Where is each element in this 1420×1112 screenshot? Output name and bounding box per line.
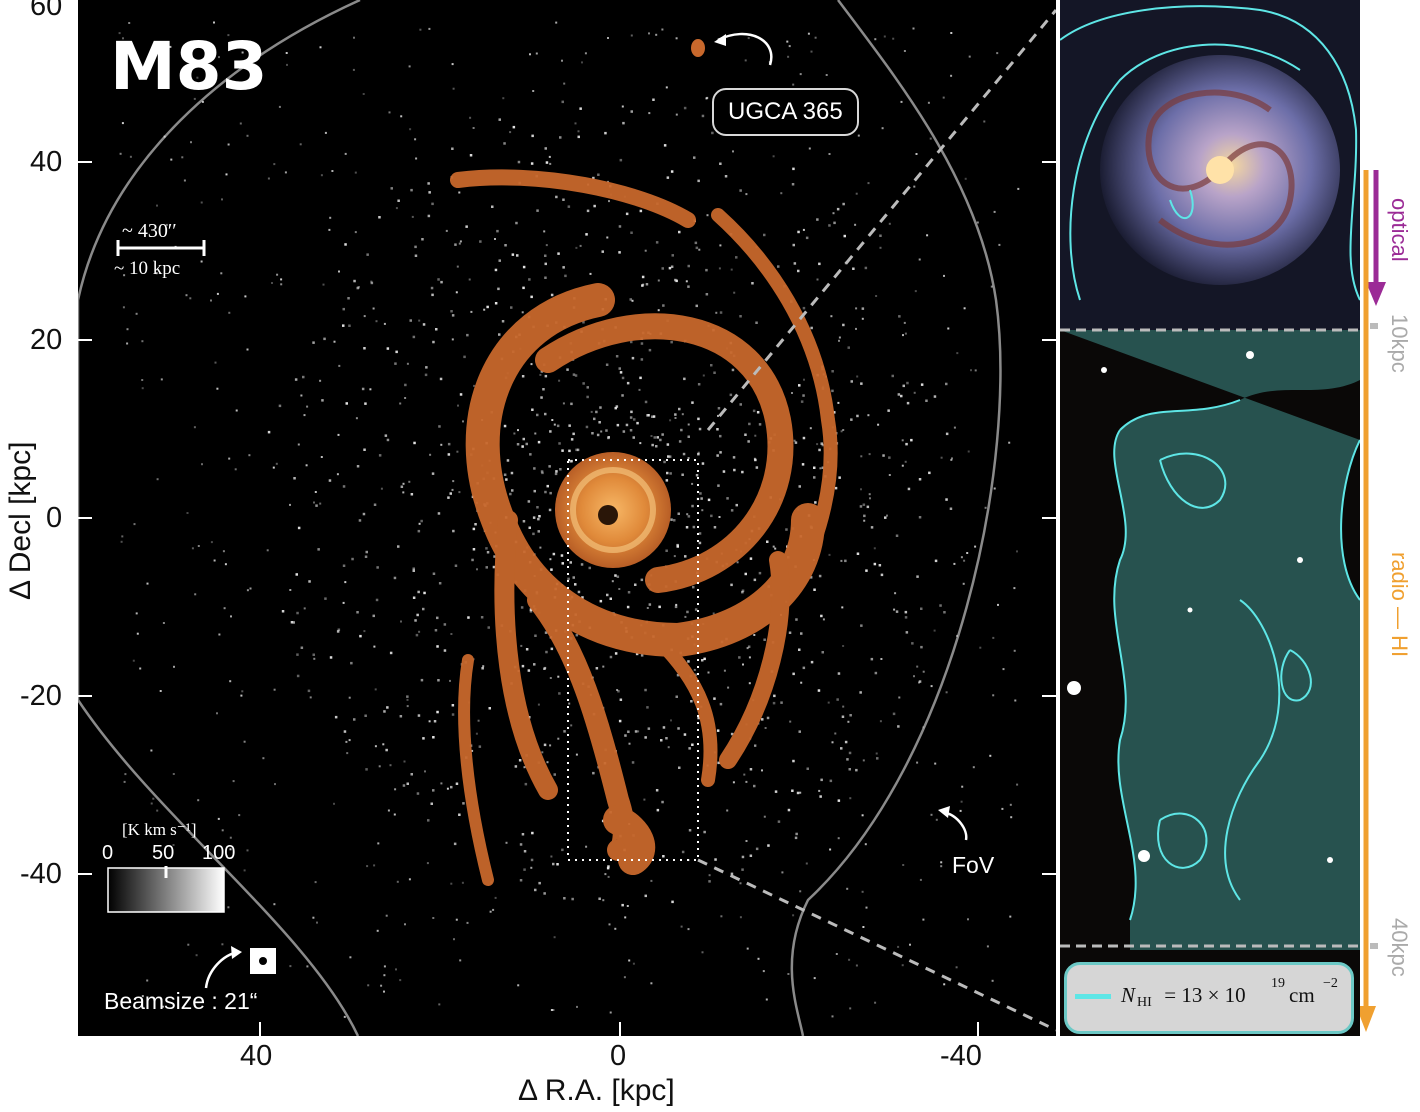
- marker-40kpc: 40kpc: [1387, 918, 1412, 977]
- legend-unit: cm: [1289, 983, 1315, 1007]
- hi-filled-region: [1060, 330, 1360, 950]
- ytick-0: 0: [46, 502, 63, 534]
- colorbar-tick-100: 100: [202, 842, 236, 864]
- xtick-40: 40: [240, 1040, 273, 1072]
- galaxy-title: M83: [110, 28, 268, 105]
- colorbar-tick-0: 0: [102, 842, 114, 864]
- ytick-60: 60: [30, 0, 63, 22]
- zoom-connector-bottom: [697, 858, 1057, 1032]
- ytick-m40: -40: [20, 858, 62, 890]
- frame-ticks: [78, 161, 1056, 1036]
- colorbar-unit: [K km s⁻¹]: [122, 820, 197, 839]
- zoom-region-box: [567, 459, 699, 861]
- field-stars: [1067, 351, 1333, 863]
- ytick-40: 40: [30, 146, 63, 178]
- optical-arrowhead-icon: [1366, 282, 1386, 306]
- radio-arrowhead-icon: [1360, 1006, 1376, 1032]
- x-axis-label: Δ R.A. [kpc]: [518, 1074, 675, 1107]
- y-axis-label: Δ Decl [kpc]: [4, 441, 37, 600]
- fov-boundary-east: [790, 0, 1002, 1037]
- colorbar-tick-50: 50: [152, 842, 175, 864]
- multiwavelength-canvas: [1060, 0, 1360, 1036]
- zoom-connector-top: [706, 9, 1058, 431]
- fov-boundary: [76, 0, 361, 1037]
- contour-legend: N HI = 13 × 10 19 cm −2: [1064, 962, 1354, 1034]
- fov-label: FoV: [952, 852, 995, 878]
- scalebar-bottom-label: ~ 10 kpc: [114, 258, 181, 279]
- scalebar-top-label: ~ 430′′: [122, 220, 177, 242]
- hi-contours: [1060, 5, 1360, 921]
- ytick-20: 20: [30, 324, 63, 356]
- xtick-m40: -40: [940, 1040, 982, 1072]
- xtick-0: 0: [610, 1040, 627, 1072]
- companion-label: UGCA 365: [712, 88, 859, 136]
- wavelength-arrows: [1360, 170, 1386, 1032]
- beamsize-label: Beamsize : 21“: [104, 988, 258, 1014]
- multiwavelength-panel: N HI = 13 × 10 19 cm −2: [1060, 0, 1360, 1036]
- hi-map-canvas: [76, 0, 1058, 1037]
- legend-exponent: 19: [1271, 976, 1285, 991]
- legend-symbol: N: [1121, 983, 1136, 1007]
- ytick-m20: -20: [20, 680, 62, 712]
- legend-equation: = 13 × 10: [1159, 983, 1246, 1007]
- legend-unit-exponent: −2: [1323, 976, 1338, 991]
- optical-label: optical: [1387, 198, 1412, 262]
- beam-marker: [259, 957, 267, 965]
- noise-speckles: [118, 21, 1020, 1018]
- legend-line-swatch: [1075, 994, 1111, 999]
- hi-spiral-arms: [450, 169, 838, 886]
- ugca365-blob: [691, 39, 705, 57]
- companion-arrow-icon: [717, 32, 773, 66]
- marker-10kpc: 10kpc: [1387, 314, 1412, 373]
- radio-label: radio — HI: [1387, 552, 1412, 658]
- legend-subscript: HI: [1137, 995, 1152, 1010]
- hi-map-panel: M83 UGCA 365 FoV Beamsize : 21“ ~ 430′′ …: [76, 0, 1058, 1037]
